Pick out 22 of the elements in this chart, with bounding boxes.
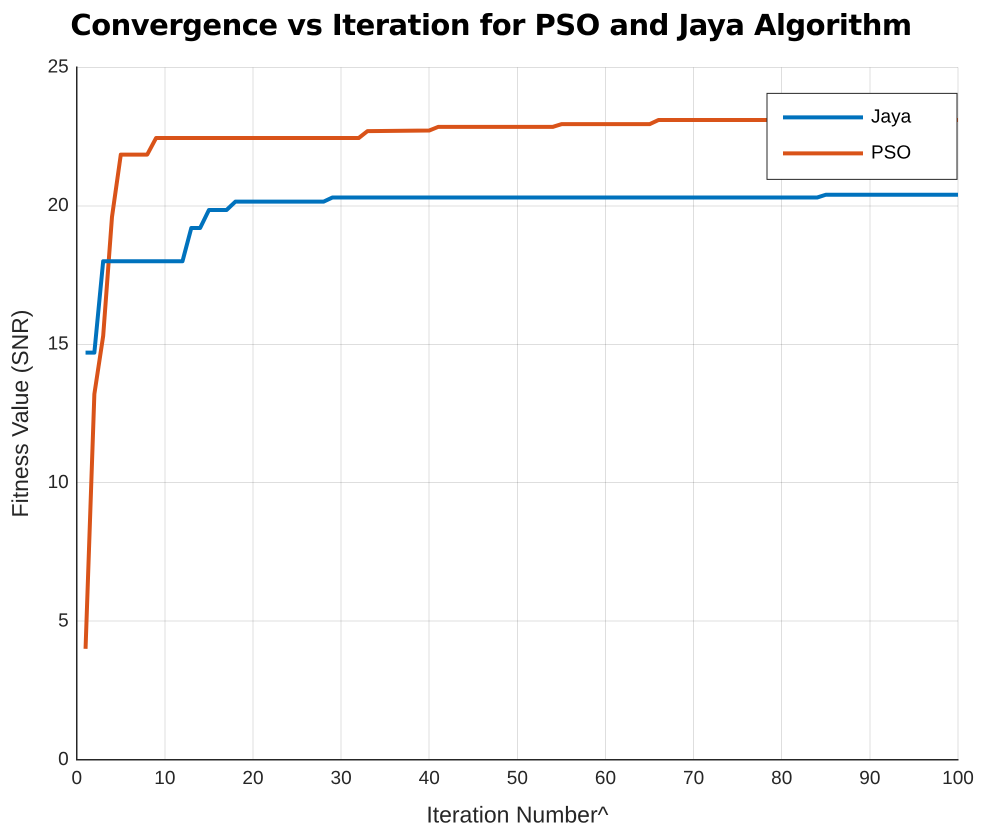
y-axis-title: Fitness Value (SNR): [7, 310, 34, 518]
y-tick-label: 25: [48, 56, 69, 78]
legend-label: Jaya: [871, 106, 912, 128]
y-tick-label: 10: [48, 472, 69, 493]
x-tick-label: 0: [71, 768, 82, 790]
x-axis-title: Iteration Number^: [426, 802, 609, 828]
x-tick-label: 50: [506, 768, 528, 790]
x-tick-label: 70: [683, 768, 704, 790]
y-tick-label: 5: [58, 610, 69, 632]
legend-label: PSO: [871, 142, 912, 164]
chart-title: Convergence vs Iteration for PSO and Jaya Algorithm: [69, 7, 913, 44]
x-tick-label: 60: [594, 768, 616, 790]
x-tick-label: 20: [242, 768, 264, 790]
x-tick-label: 40: [418, 768, 440, 790]
y-tick-label: 15: [48, 334, 69, 355]
x-tick-label: 10: [154, 768, 176, 790]
x-tick-label: 30: [330, 768, 352, 790]
x-tick-label: 80: [771, 768, 792, 790]
x-tick-label: 100: [942, 768, 974, 790]
x-tick-label: 90: [859, 768, 880, 790]
y-tick-label: 0: [58, 748, 69, 770]
y-tick-label: 20: [48, 195, 69, 216]
